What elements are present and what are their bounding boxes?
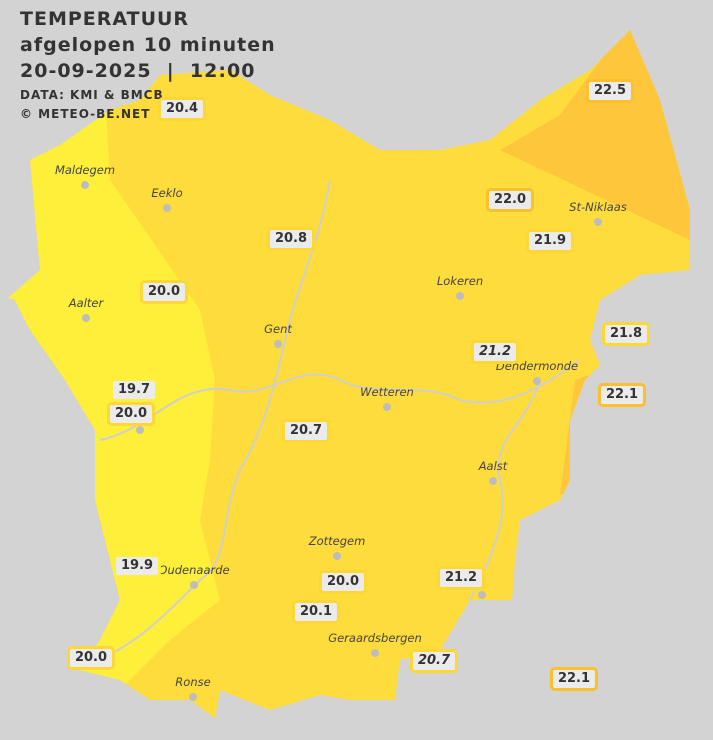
city-label: St-Niklaas — [569, 200, 627, 214]
city-dot — [533, 377, 541, 385]
station-temperature[interactable]: 22.1 — [549, 667, 599, 691]
city-dot — [82, 314, 90, 322]
city-dot — [189, 693, 197, 701]
city-label: Zottegem — [308, 534, 366, 548]
station-temperature[interactable]: 20.4 — [157, 97, 207, 121]
station-temperature[interactable]: 21.9 — [525, 229, 575, 253]
station-temperature[interactable]: 20.0 — [139, 280, 189, 304]
station-temperature[interactable]: 19.9 — [112, 554, 162, 578]
station-temperature[interactable]: 22.0 — [485, 188, 535, 212]
city-label: Eeklo — [151, 186, 183, 200]
city-label: Maldegem — [54, 163, 116, 177]
city-dot — [274, 340, 282, 348]
city-dot — [478, 591, 486, 599]
rivers — [99, 179, 581, 661]
city-dot — [81, 181, 89, 189]
city-dot — [456, 292, 464, 300]
city-dot — [136, 426, 144, 434]
city-dot — [190, 581, 198, 589]
city-dot — [371, 649, 379, 657]
station-temperature[interactable]: 20.1 — [291, 600, 341, 624]
city-label: Wetteren — [360, 385, 414, 399]
city-label: Aalst — [478, 459, 508, 473]
city-label: Geraardsbergen — [328, 631, 422, 645]
station-temperature[interactable]: 21.2 — [470, 340, 520, 364]
station-temperature[interactable]: 20.7 — [281, 419, 331, 443]
station-temperature[interactable]: 22.1 — [597, 383, 647, 407]
city-label: Lokeren — [436, 274, 484, 288]
data-source: DATA: KMI & BMCB — [20, 88, 164, 102]
map-datetime: 20-09-2025 | 12:00 — [20, 60, 256, 82]
map-title: TEMPERATUUR — [20, 8, 190, 30]
station-temperature[interactable]: 22.5 — [585, 79, 635, 103]
station-temperature[interactable]: 21.8 — [601, 322, 651, 346]
station-temperature[interactable]: 19.7 — [109, 378, 159, 402]
city-dot — [333, 552, 341, 560]
city-label: Ronse — [175, 675, 211, 689]
station-temperature[interactable]: 20.8 — [266, 227, 316, 251]
station-temperature[interactable]: 21.2 — [436, 566, 486, 590]
station-temperature[interactable]: 20.0 — [318, 570, 368, 594]
station-temperature[interactable]: 20.0 — [106, 402, 156, 426]
city-dot — [489, 477, 497, 485]
city-dot — [163, 204, 171, 212]
map-subtitle: afgelopen 10 minuten — [20, 34, 276, 56]
city-label: Aalter — [68, 296, 104, 310]
station-temperature[interactable]: 20.0 — [66, 646, 116, 670]
city-label: Gent — [264, 322, 292, 336]
city-label: Oudenaarde — [158, 563, 230, 577]
station-temperature[interactable]: 20.7 — [409, 649, 459, 673]
city-dot — [383, 403, 391, 411]
city-dot — [594, 218, 602, 226]
copyright: © METEO-BE.NET — [20, 107, 151, 121]
